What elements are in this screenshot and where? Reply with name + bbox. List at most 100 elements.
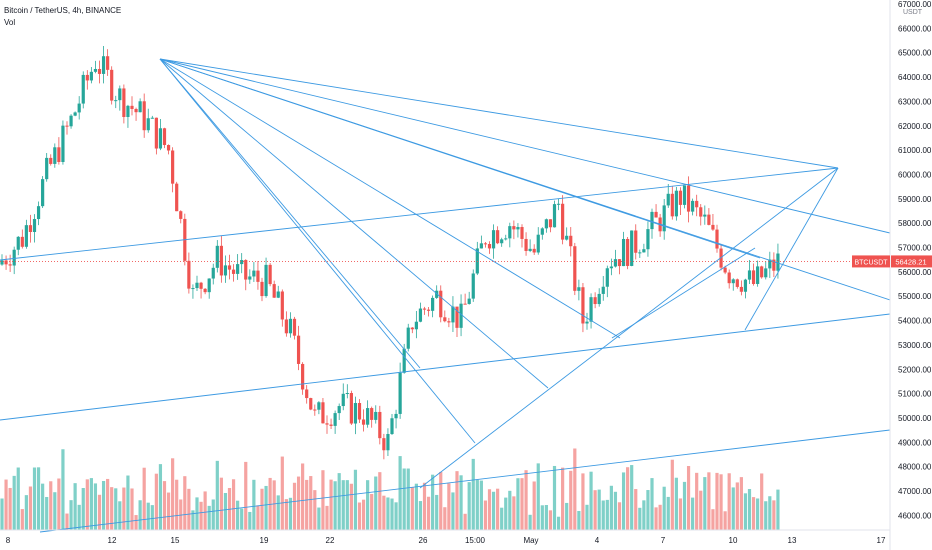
time-tick-label: 4 <box>595 536 600 545</box>
price-tick-label: 61000.00 <box>898 146 932 155</box>
channel-upper-line[interactable] <box>0 167 839 261</box>
channel-lower-line[interactable] <box>39 429 891 533</box>
candle-body <box>609 266 613 269</box>
volume-bar <box>601 500 605 530</box>
candle-body <box>382 438 386 451</box>
candle-body <box>85 74 89 81</box>
gann-fan-line[interactable] <box>159 58 549 389</box>
candle-body <box>678 190 683 205</box>
volume-bar <box>199 501 203 530</box>
candle-body <box>97 68 102 74</box>
candle-body <box>747 270 752 280</box>
candle-body <box>353 403 358 424</box>
candle-body <box>561 203 565 240</box>
candle-body <box>110 69 114 101</box>
volume-bar <box>28 486 33 530</box>
candle-body <box>187 260 191 289</box>
volume-bar <box>65 513 69 530</box>
volume-bar <box>325 505 329 530</box>
candle-body <box>284 319 288 334</box>
candle-body <box>81 74 85 104</box>
candle-body <box>12 249 16 266</box>
candle-body <box>154 117 158 149</box>
candle-body <box>536 234 540 253</box>
candle-body <box>296 335 301 364</box>
volume-bar <box>658 504 662 530</box>
gann-fan-line[interactable] <box>159 58 839 169</box>
volume-bar <box>739 477 743 530</box>
volume-bar <box>264 485 268 530</box>
price-tick-label: 59000.00 <box>898 195 932 204</box>
volume-bar <box>130 488 134 530</box>
gann-fan-line[interactable] <box>159 58 891 234</box>
candle-body <box>654 211 658 218</box>
volume-bar <box>747 489 752 530</box>
volume-bar <box>634 489 638 530</box>
volume-bar <box>187 488 191 530</box>
price-tick-label: 51000.00 <box>898 390 932 399</box>
time-tick-label: 12 <box>108 536 117 545</box>
gann-fan-line[interactable] <box>159 58 761 259</box>
candle-body <box>601 286 605 294</box>
volume-bar <box>528 514 532 530</box>
gann-fan-line[interactable] <box>159 58 421 369</box>
candle-body <box>93 68 98 72</box>
price-tick-label: 67000.00 <box>898 0 932 9</box>
volume-bar <box>646 490 650 530</box>
volume-bar <box>666 496 670 530</box>
channel-mid-line[interactable] <box>0 313 891 421</box>
volume-bar <box>390 498 394 530</box>
volume-bar <box>378 472 382 530</box>
candle-body <box>731 279 735 284</box>
volume-bar <box>329 479 333 530</box>
gann-fan-line[interactable] <box>159 58 621 339</box>
triangle-right-edge[interactable] <box>744 167 839 331</box>
candle-body <box>65 125 69 127</box>
time-tick-label: 22 <box>326 536 335 545</box>
time-tick-label: 15:00 <box>465 536 486 545</box>
volume-bar <box>561 467 565 530</box>
volume-bar <box>345 480 349 530</box>
volume-bar <box>731 487 735 530</box>
volume-bar <box>333 481 337 530</box>
triangle-left-edge[interactable] <box>419 167 839 489</box>
candle-body <box>219 245 223 276</box>
candle-body <box>479 243 483 249</box>
volume-bar <box>138 500 142 530</box>
volume-bar <box>626 467 630 530</box>
volume-bar <box>382 495 386 530</box>
candle-body <box>101 56 106 74</box>
volume-bar <box>512 496 516 530</box>
volume-bar <box>776 489 780 530</box>
volume-bar <box>236 500 240 530</box>
volume-bar <box>353 469 358 530</box>
volume-bar <box>158 464 163 530</box>
price-tick-label: 55000.00 <box>898 292 932 301</box>
candle-body <box>670 193 674 217</box>
candle-body <box>366 408 370 425</box>
candle-body <box>707 214 711 225</box>
volume-bar <box>691 497 695 530</box>
candle-body <box>231 269 236 274</box>
trendline-drawings[interactable] <box>0 58 891 533</box>
candle-body <box>171 150 175 184</box>
candle-body <box>162 128 167 146</box>
inner-trend-line[interactable] <box>611 247 756 339</box>
volume-bar <box>32 467 37 530</box>
gann-fan-line[interactable] <box>159 58 476 444</box>
volume-bar <box>768 496 772 530</box>
volume-bar <box>496 488 500 530</box>
volume-bar <box>451 492 455 530</box>
volume-bar <box>695 472 699 530</box>
volume-bar <box>313 490 317 530</box>
candle-body <box>605 268 609 287</box>
volume-bar <box>4 479 8 530</box>
candle-body <box>36 206 41 220</box>
volume-bar <box>581 473 585 530</box>
volume-bar <box>321 470 325 530</box>
volume-bar <box>276 495 280 530</box>
candle-body <box>28 225 33 232</box>
candle-body <box>431 297 435 311</box>
